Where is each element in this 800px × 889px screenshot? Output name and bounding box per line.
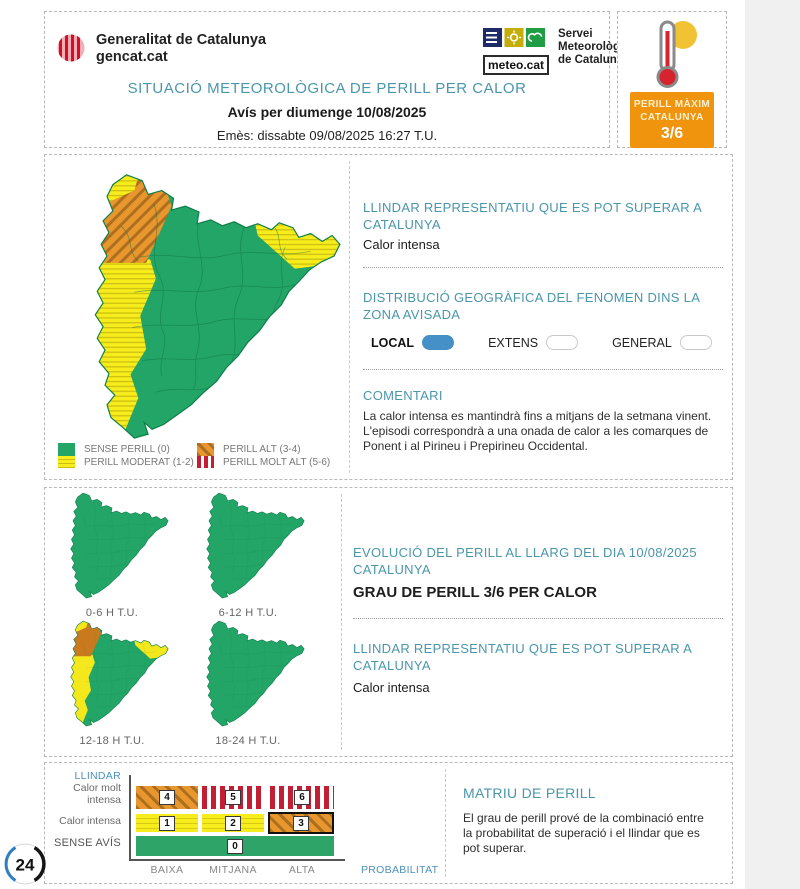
- matrix-cell-4: 4: [136, 786, 198, 809]
- max-danger-panel: PERILL MÀXIM CATALUNYA 3/6: [617, 11, 727, 148]
- distribution-toggles: LOCAL EXTENS GENERAL: [371, 335, 712, 350]
- cell-value: 0: [227, 838, 243, 854]
- threshold-heading-2: LLINDAR REPRESENTATIU QUE ES POT SUPERAR…: [353, 641, 692, 673]
- time-map-18-24: 18-24 H T.U.: [185, 618, 311, 747]
- watermark-number: 24: [16, 856, 35, 875]
- page-right-margin: [745, 0, 800, 889]
- matrix-row-label-intensa: Calor intensa: [59, 815, 121, 827]
- divider: [363, 369, 723, 370]
- cell-value: 5: [225, 790, 241, 805]
- matrix-col-baixa: BAIXA: [150, 864, 184, 876]
- hazard-matrix-panel: LLINDAR Calor molt intensa Calor intensa…: [44, 762, 733, 884]
- matrix-cell-0: 0: [136, 836, 334, 856]
- map-6-12-icon: [206, 492, 305, 599]
- legend-label-sense-perill: SENSE PERILL (0): [84, 444, 170, 455]
- matrix-cell-6: 6: [270, 786, 334, 809]
- time-map-6-12: 6-12 H T.U.: [185, 490, 311, 619]
- legend-group-low: SENSE PERILL (0) PERILL MODERAT (1-2): [58, 443, 194, 469]
- issued-timestamp: Emès: dissabte 09/08/2025 16:27 T.U.: [216, 128, 438, 143]
- matrix-col-mitjana: MITJANA: [209, 864, 257, 876]
- header-panel: Generalitat de Catalunya gencat.cat: [44, 11, 630, 148]
- matrix-description: El grau de perill prové de la combinació…: [463, 811, 704, 855]
- time-map-label: 0-6 H T.U.: [85, 607, 139, 619]
- time-map-12-18: 12-18 H T.U.: [49, 618, 175, 747]
- page-title: SITUACIÓ METEOROLÒGICA DE PERILL PER CAL…: [127, 80, 527, 97]
- matrix-row-label-sense-avis: SENSE AVÍS: [54, 837, 121, 849]
- matrix-cell-1: 1: [136, 814, 198, 832]
- max-danger-badge: PERILL MÀXIM CATALUNYA 3/6: [630, 92, 714, 148]
- matrix-y-axis-label: LLINDAR: [74, 770, 121, 782]
- legend-label-molt-alt: PERILL MOLT ALT (5-6): [223, 456, 331, 468]
- badge-line1: PERILL MÀXIM: [633, 99, 711, 110]
- meteocat-logo-label: meteo.cat: [483, 55, 549, 75]
- map-18-24-icon: [206, 620, 305, 727]
- matrix-col-alta: ALTA: [288, 864, 316, 876]
- catalonia-hazard-map: [94, 174, 341, 439]
- evolution-panel: 0-6 H T.U. 6-12 H T.U. 12-18: [44, 487, 733, 757]
- comment-heading: COMENTARI: [363, 388, 443, 403]
- evolution-heading: EVOLUCIÓ DEL PERILL AL LLARG DEL DIA 10/…: [353, 545, 697, 577]
- divider: [353, 618, 723, 619]
- cell-value: 6: [294, 790, 310, 805]
- hazard-matrix: LLINDAR Calor molt intensa Calor intensa…: [45, 763, 443, 885]
- toggle-extens[interactable]: [546, 335, 579, 350]
- matrix-heading: MATRIU DE PERILL: [463, 785, 596, 801]
- thermometer-sun-icon: [656, 20, 697, 88]
- org-name: Generalitat de Catalunya: [96, 32, 267, 48]
- panel1-divider: [349, 161, 350, 473]
- time-map-label: 18-24 H T.U.: [215, 735, 281, 747]
- matrix-cell-5: 5: [202, 786, 264, 809]
- legend-label-alt: PERILL ALT (3-4): [223, 444, 301, 455]
- time-map-label: 6-12 H T.U.: [218, 607, 278, 619]
- toggle-label-general: GENERAL: [612, 335, 672, 350]
- generalitat-logo-icon: [57, 34, 85, 62]
- matrix-row-label-molt-intensa: Calor molt intensa: [73, 782, 121, 806]
- meteocat-org-name: Servei Meteorològic de Catalunya: [558, 28, 630, 66]
- toggle-general[interactable]: [679, 335, 712, 350]
- cell-value: 1: [159, 815, 175, 831]
- badge-line2: CATALUNYA: [640, 112, 704, 123]
- matrix-cell-2: 2: [202, 814, 264, 832]
- cell-value: 4: [159, 790, 175, 805]
- panel2-divider: [341, 494, 342, 750]
- meteocat-branding: meteo.cat Servei Meteorològic de Catalun…: [483, 28, 646, 75]
- divider: [363, 267, 723, 268]
- legend-swatch-high: [197, 443, 214, 468]
- org-domain: gencat.cat: [96, 49, 168, 65]
- legend-label-moderat: PERILL MODERAT (1-2): [84, 456, 194, 468]
- time-map-label: 12-18 H T.U.: [79, 735, 145, 747]
- legend-group-high: PERILL ALT (3-4) PERILL MOLT ALT (5-6): [197, 443, 330, 469]
- channel-24-watermark: 24: [4, 843, 46, 885]
- time-map-0-6: 0-6 H T.U.: [49, 490, 175, 619]
- cell-value: 2: [225, 815, 241, 831]
- meteocat-logo-icon: [483, 28, 545, 47]
- badge-value: 3/6: [660, 125, 684, 142]
- matrix-cell-3-selected: 3: [268, 812, 334, 834]
- matrix-x-axis: [129, 859, 345, 861]
- evolution-value: GRAU DE PERILL 3/6 PER CALOR: [353, 584, 597, 601]
- panel3-divider: [445, 769, 446, 877]
- matrix-y-axis: [129, 775, 131, 859]
- toggle-label-local: LOCAL: [371, 335, 415, 350]
- threshold-heading: LLINDAR REPRESENTATIU QUE ES POT SUPERAR…: [363, 200, 702, 232]
- daily-warning-panel: SENSE PERILL (0) PERILL MODERAT (1-2) PE…: [44, 154, 733, 480]
- warning-date: Avís per diumenge 10/08/2025: [227, 104, 427, 120]
- threshold-value-2: Calor intensa: [353, 680, 430, 695]
- gencat-branding: Generalitat de Catalunya gencat.cat: [55, 32, 266, 66]
- comment-text: La calor intensa es mantindrà fins a mit…: [363, 409, 712, 453]
- threshold-value: Calor intensa: [363, 237, 440, 252]
- toggle-local[interactable]: [422, 335, 455, 350]
- toggle-label-extens: EXTENS: [488, 335, 539, 350]
- legend-swatch-low: [58, 443, 75, 468]
- distribution-heading: DISTRIBUCIÓ GEOGRÀFICA DEL FENOMEN DINS …: [363, 290, 700, 322]
- matrix-x-axis-label: PROBABILITAT: [361, 864, 439, 876]
- map-0-6-icon: [70, 492, 169, 599]
- map-12-18-icon: [70, 620, 169, 727]
- cell-value: 3: [293, 815, 309, 831]
